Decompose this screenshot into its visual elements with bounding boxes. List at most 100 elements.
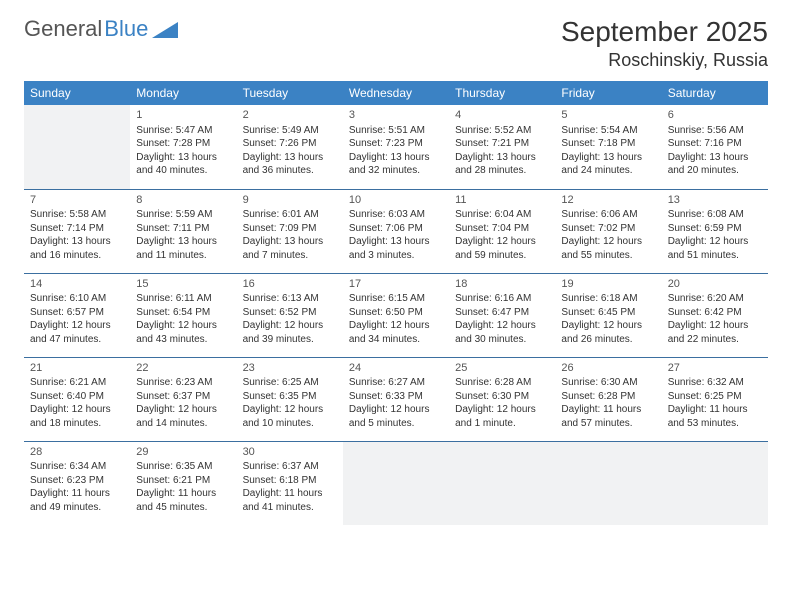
- sunset-text: Sunset: 6:33 PM: [349, 390, 443, 404]
- sunrise-text: Sunrise: 6:25 AM: [243, 376, 337, 390]
- day-number: 4: [455, 108, 549, 123]
- calendar-row: 1Sunrise: 5:47 AMSunset: 7:28 PMDaylight…: [24, 105, 768, 189]
- sunset-text: Sunset: 6:40 PM: [30, 390, 124, 404]
- empty-cell: [449, 441, 555, 525]
- sunset-text: Sunset: 6:25 PM: [668, 390, 762, 404]
- daylight2-text: and 32 minutes.: [349, 164, 443, 178]
- day-number: 12: [561, 193, 655, 208]
- daylight1-text: Daylight: 13 hours: [243, 151, 337, 165]
- sunset-text: Sunset: 6:37 PM: [136, 390, 230, 404]
- logo-text-blue: Blue: [104, 16, 148, 42]
- sunrise-text: Sunrise: 6:20 AM: [668, 292, 762, 306]
- daylight2-text: and 59 minutes.: [455, 249, 549, 263]
- daylight2-text: and 7 minutes.: [243, 249, 337, 263]
- sunset-text: Sunset: 6:42 PM: [668, 306, 762, 320]
- day-cell: 14Sunrise: 6:10 AMSunset: 6:57 PMDayligh…: [24, 273, 130, 357]
- sunrise-text: Sunrise: 6:04 AM: [455, 208, 549, 222]
- daylight2-text: and 26 minutes.: [561, 333, 655, 347]
- sunset-text: Sunset: 6:21 PM: [136, 474, 230, 488]
- empty-cell: [343, 441, 449, 525]
- logo-triangle-icon: [152, 20, 178, 38]
- sunrise-text: Sunrise: 6:35 AM: [136, 460, 230, 474]
- sunset-text: Sunset: 6:23 PM: [30, 474, 124, 488]
- sunrise-text: Sunrise: 6:37 AM: [243, 460, 337, 474]
- logo-text-general: General: [24, 16, 102, 42]
- day-cell: 21Sunrise: 6:21 AMSunset: 6:40 PMDayligh…: [24, 357, 130, 441]
- daylight1-text: Daylight: 13 hours: [455, 151, 549, 165]
- day-cell: 24Sunrise: 6:27 AMSunset: 6:33 PMDayligh…: [343, 357, 449, 441]
- day-cell: 4Sunrise: 5:52 AMSunset: 7:21 PMDaylight…: [449, 105, 555, 189]
- sunrise-text: Sunrise: 6:11 AM: [136, 292, 230, 306]
- day-number: 22: [136, 361, 230, 376]
- daylight2-text: and 30 minutes.: [455, 333, 549, 347]
- daylight1-text: Daylight: 11 hours: [668, 403, 762, 417]
- daylight2-text: and 53 minutes.: [668, 417, 762, 431]
- sunrise-text: Sunrise: 6:16 AM: [455, 292, 549, 306]
- day-header: Saturday: [662, 81, 768, 105]
- calendar-body: 1Sunrise: 5:47 AMSunset: 7:28 PMDaylight…: [24, 105, 768, 525]
- daylight1-text: Daylight: 13 hours: [136, 151, 230, 165]
- daylight2-text: and 39 minutes.: [243, 333, 337, 347]
- sunset-text: Sunset: 7:02 PM: [561, 222, 655, 236]
- day-cell: 27Sunrise: 6:32 AMSunset: 6:25 PMDayligh…: [662, 357, 768, 441]
- sunrise-text: Sunrise: 6:30 AM: [561, 376, 655, 390]
- day-number: 29: [136, 445, 230, 460]
- day-number: 25: [455, 361, 549, 376]
- day-cell: 11Sunrise: 6:04 AMSunset: 7:04 PMDayligh…: [449, 189, 555, 273]
- daylight2-text: and 11 minutes.: [136, 249, 230, 263]
- sunset-text: Sunset: 7:04 PM: [455, 222, 549, 236]
- sunset-text: Sunset: 6:52 PM: [243, 306, 337, 320]
- day-cell: 26Sunrise: 6:30 AMSunset: 6:28 PMDayligh…: [555, 357, 661, 441]
- sunrise-text: Sunrise: 6:13 AM: [243, 292, 337, 306]
- daylight2-text: and 47 minutes.: [30, 333, 124, 347]
- day-cell: 23Sunrise: 6:25 AMSunset: 6:35 PMDayligh…: [237, 357, 343, 441]
- day-cell: 1Sunrise: 5:47 AMSunset: 7:28 PMDaylight…: [130, 105, 236, 189]
- daylight1-text: Daylight: 13 hours: [349, 151, 443, 165]
- day-number: 10: [349, 193, 443, 208]
- daylight1-text: Daylight: 12 hours: [561, 319, 655, 333]
- daylight1-text: Daylight: 11 hours: [136, 487, 230, 501]
- daylight1-text: Daylight: 12 hours: [455, 235, 549, 249]
- sunrise-text: Sunrise: 6:06 AM: [561, 208, 655, 222]
- daylight1-text: Daylight: 12 hours: [136, 319, 230, 333]
- day-cell: 25Sunrise: 6:28 AMSunset: 6:30 PMDayligh…: [449, 357, 555, 441]
- sunrise-text: Sunrise: 6:01 AM: [243, 208, 337, 222]
- daylight1-text: Daylight: 13 hours: [243, 235, 337, 249]
- day-number: 7: [30, 193, 124, 208]
- sunset-text: Sunset: 6:45 PM: [561, 306, 655, 320]
- day-cell: 15Sunrise: 6:11 AMSunset: 6:54 PMDayligh…: [130, 273, 236, 357]
- daylight1-text: Daylight: 12 hours: [243, 403, 337, 417]
- daylight2-text: and 43 minutes.: [136, 333, 230, 347]
- daylight2-text: and 20 minutes.: [668, 164, 762, 178]
- sunset-text: Sunset: 7:23 PM: [349, 137, 443, 151]
- sunrise-text: Sunrise: 6:08 AM: [668, 208, 762, 222]
- daylight2-text: and 1 minute.: [455, 417, 549, 431]
- empty-cell: [555, 441, 661, 525]
- sunrise-text: Sunrise: 5:58 AM: [30, 208, 124, 222]
- calendar-header: SundayMondayTuesdayWednesdayThursdayFrid…: [24, 81, 768, 105]
- sunset-text: Sunset: 6:35 PM: [243, 390, 337, 404]
- day-number: 24: [349, 361, 443, 376]
- daylight1-text: Daylight: 13 hours: [136, 235, 230, 249]
- calendar-row: 7Sunrise: 5:58 AMSunset: 7:14 PMDaylight…: [24, 189, 768, 273]
- calendar-row: 21Sunrise: 6:21 AMSunset: 6:40 PMDayligh…: [24, 357, 768, 441]
- day-number: 30: [243, 445, 337, 460]
- day-cell: 8Sunrise: 5:59 AMSunset: 7:11 PMDaylight…: [130, 189, 236, 273]
- day-cell: 30Sunrise: 6:37 AMSunset: 6:18 PMDayligh…: [237, 441, 343, 525]
- sunset-text: Sunset: 6:54 PM: [136, 306, 230, 320]
- day-number: 28: [30, 445, 124, 460]
- daylight1-text: Daylight: 12 hours: [561, 235, 655, 249]
- sunset-text: Sunset: 6:50 PM: [349, 306, 443, 320]
- daylight1-text: Daylight: 12 hours: [455, 319, 549, 333]
- day-number: 11: [455, 193, 549, 208]
- daylight1-text: Daylight: 12 hours: [30, 403, 124, 417]
- day-cell: 17Sunrise: 6:15 AMSunset: 6:50 PMDayligh…: [343, 273, 449, 357]
- daylight2-text: and 18 minutes.: [30, 417, 124, 431]
- day-cell: 18Sunrise: 6:16 AMSunset: 6:47 PMDayligh…: [449, 273, 555, 357]
- sunrise-text: Sunrise: 6:10 AM: [30, 292, 124, 306]
- daylight1-text: Daylight: 12 hours: [455, 403, 549, 417]
- day-number: 14: [30, 277, 124, 292]
- day-number: 5: [561, 108, 655, 123]
- sunrise-text: Sunrise: 6:21 AM: [30, 376, 124, 390]
- sunset-text: Sunset: 6:18 PM: [243, 474, 337, 488]
